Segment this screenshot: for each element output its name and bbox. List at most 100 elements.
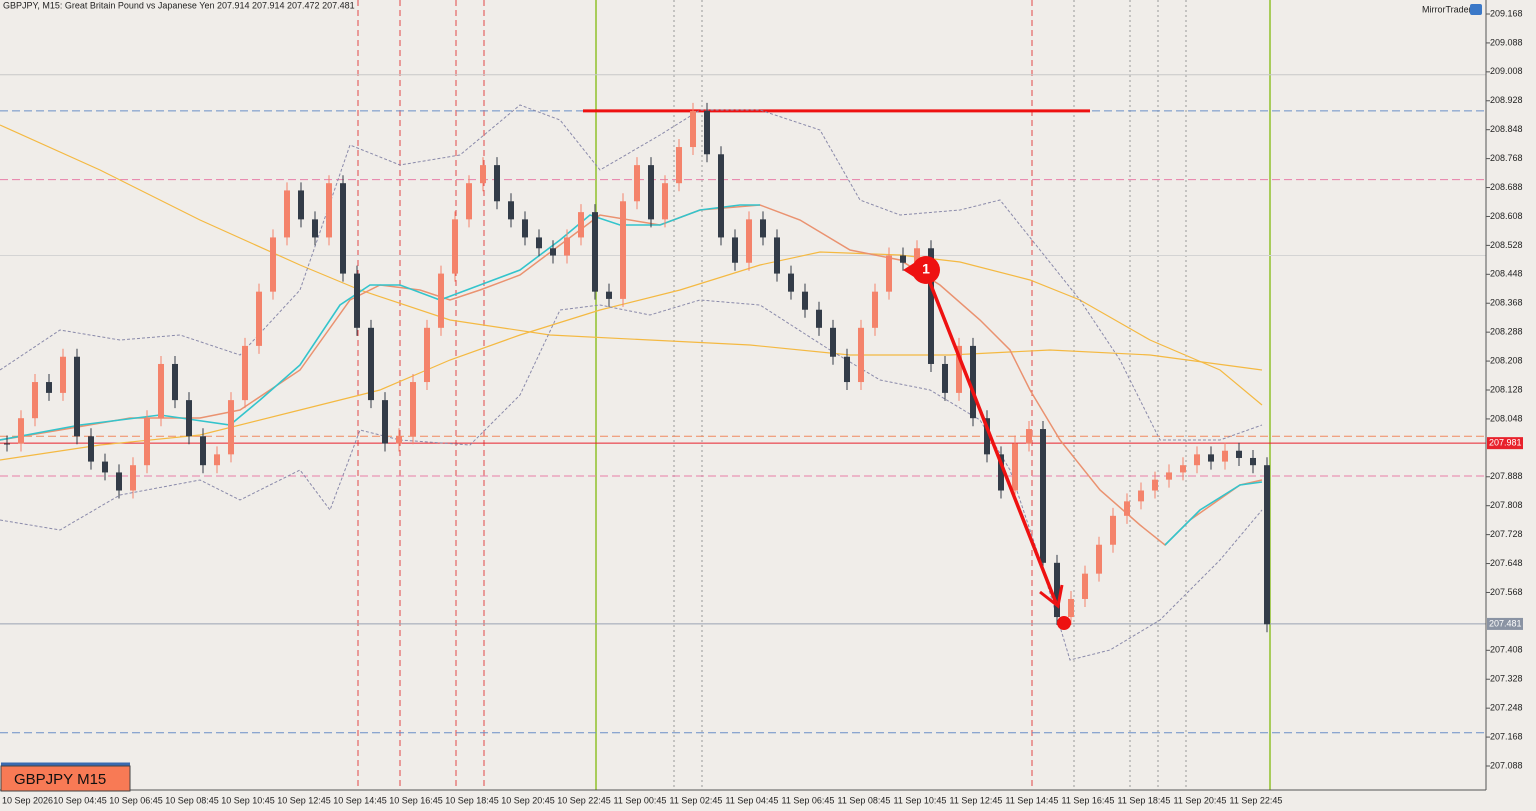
candle-body: [116, 472, 122, 491]
candle-body: [788, 273, 794, 292]
price-tick-label: 207.808: [1490, 500, 1523, 510]
time-tick-label: 11 Sep 02:45: [670, 795, 723, 805]
time-tick-label: 11 Sep 04:45: [726, 795, 779, 805]
candle-body: [508, 201, 514, 220]
brand-icon: [1470, 4, 1482, 15]
time-tick-label: 10 Sep 04:45: [53, 795, 107, 805]
candle-body: [494, 165, 500, 202]
candle-body: [1236, 450, 1242, 458]
candle-body: [676, 147, 682, 184]
candle-body: [326, 183, 332, 238]
marker-circle: [912, 256, 940, 284]
candle-body: [1250, 457, 1256, 466]
candle-body: [228, 400, 234, 455]
candle-body: [606, 291, 612, 299]
badge-box: [0, 765, 131, 792]
marker-label: 1: [922, 261, 930, 277]
price-tick-label: 208.688: [1490, 182, 1523, 192]
candle-body: [1208, 454, 1214, 462]
price-tick-label: 207.408: [1490, 645, 1523, 655]
candle-body: [550, 248, 556, 256]
price-tick-label: 208.128: [1490, 384, 1523, 394]
arrow-shaft: [923, 269, 1058, 604]
price-tick-label: 207.088: [1490, 760, 1523, 770]
candle-body: [648, 165, 654, 220]
candle-body: [242, 345, 248, 401]
candle-body: [158, 363, 164, 419]
candle-body: [270, 237, 276, 292]
candle-body: [396, 436, 402, 444]
candle-body: [46, 382, 52, 393]
candle-body: [1180, 465, 1186, 473]
candle-body: [368, 327, 374, 401]
candle-body: [214, 454, 220, 466]
price-tick-label: 207.168: [1490, 731, 1523, 741]
candle-body: [256, 291, 262, 346]
candle-body: [522, 219, 528, 238]
candle-body: [1026, 429, 1032, 444]
candle-body: [1054, 562, 1060, 618]
time-tick-label: 11 Sep 18:45: [1118, 795, 1171, 805]
target-dot: [1057, 616, 1071, 630]
candle-body: [970, 345, 976, 419]
candle-body: [1194, 454, 1200, 466]
candle-body: [200, 436, 206, 466]
price-tick-label: 208.448: [1490, 269, 1523, 279]
candle-body: [312, 219, 318, 238]
time-tick-label: 11 Sep 06:45: [782, 795, 835, 805]
candle-body: [1012, 443, 1018, 491]
candle-body: [18, 418, 24, 444]
candle-body: [984, 418, 990, 455]
candle-body: [1082, 573, 1088, 599]
time-tick-label: 11 Sep 20:45: [1174, 795, 1227, 805]
candle-body: [466, 183, 472, 220]
time-tick-label: 10 Sep 08:45: [165, 795, 219, 805]
candle-body: [284, 190, 290, 238]
slow-ma: [0, 124, 1263, 371]
candle-body: [4, 443, 10, 445]
upper-band: [0, 104, 1263, 441]
candle-body: [1068, 598, 1074, 618]
candle-body: [872, 291, 878, 328]
candle-body: [760, 219, 766, 238]
candle-body: [88, 436, 94, 462]
candle-body: [886, 255, 892, 292]
candle-body: [130, 465, 136, 491]
candle-body: [1096, 544, 1102, 574]
candle-body: [998, 454, 1004, 491]
time-tick-label: 11 Sep 10:45: [894, 795, 947, 805]
mid-ma: [0, 251, 1263, 461]
candle-body: [634, 165, 640, 202]
arrow-head: [1039, 584, 1064, 609]
candle-body: [340, 183, 346, 274]
price-tick-label: 207.328: [1490, 674, 1523, 684]
price-tag-label: 207.981: [1489, 438, 1522, 448]
price-tick-label: 208.928: [1490, 95, 1523, 105]
time-tick-label: 10 Sep 2026: [2, 795, 53, 805]
candles: [4, 102, 1270, 633]
arrow-annotation: 1: [903, 256, 1071, 630]
cyan-ma: [1164, 481, 1263, 546]
candle-body: [564, 237, 570, 256]
time-tick-label: 10 Sep 20:45: [501, 795, 555, 805]
candle-body: [844, 356, 850, 383]
price-tag-label: 207.481: [1489, 618, 1522, 628]
price-tag: [1487, 437, 1523, 450]
time-tick-label: 10 Sep 22:45: [557, 795, 611, 805]
price-tick-label: 208.768: [1490, 153, 1523, 163]
candle-body: [858, 327, 864, 383]
candle-body: [60, 356, 66, 393]
candle-body: [718, 154, 724, 238]
candle-body: [424, 327, 430, 383]
candle-body: [438, 273, 444, 328]
price-tick-label: 207.568: [1490, 587, 1523, 597]
candle-body: [32, 382, 38, 419]
candle-body: [1040, 429, 1046, 563]
time-axis: 10 Sep 2026 10 Sep 04:45 10 Sep 06:45 10 Se…: [2, 795, 1282, 805]
candle-body: [746, 219, 752, 263]
candle-body: [732, 237, 738, 263]
time-tick-label: 10 Sep 10:45: [221, 795, 275, 805]
price-tick-label: 207.648: [1490, 558, 1523, 568]
